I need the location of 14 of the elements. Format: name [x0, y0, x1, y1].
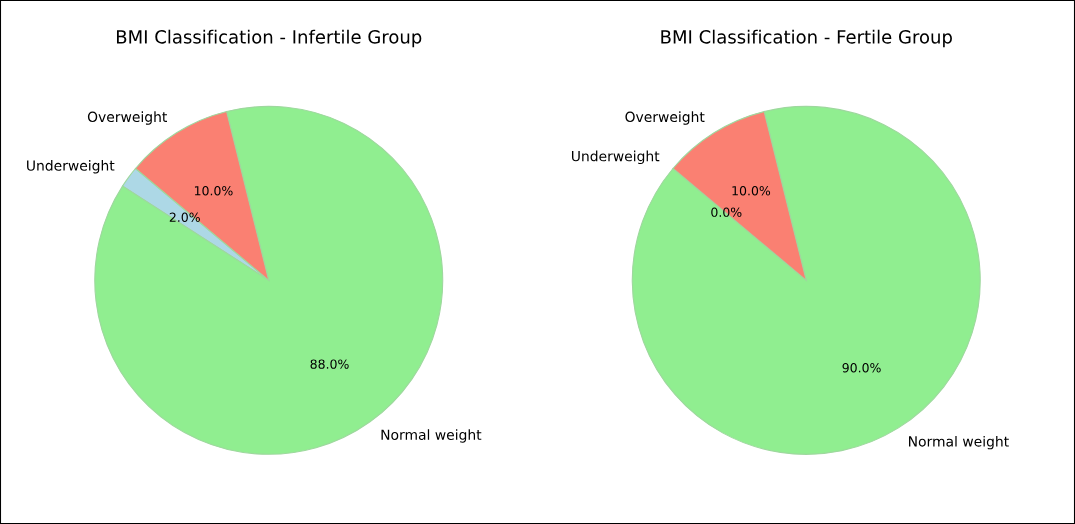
data-label: 88.0% — [310, 359, 349, 369]
chart-title: BMI Classification - Fertile Group — [661, 29, 952, 48]
slice-label: Overweight — [625, 111, 705, 125]
data-label: 90.0% — [842, 363, 881, 373]
slice-label: Underweight — [27, 160, 115, 174]
data-label: 10.0% — [732, 185, 771, 196]
text: 0.0% — [711, 207, 742, 217]
slice-label: Overweight — [87, 111, 168, 125]
data-label: 10.0% — [194, 185, 233, 196]
slice-label: Normal weight — [909, 435, 1009, 450]
category-label: Underweight — [572, 150, 660, 165]
chart-title: BMI Classification - Infertile Group — [116, 29, 422, 48]
data-label: 2.0% — [169, 212, 200, 223]
slice-label: Normal weight — [381, 429, 482, 443]
